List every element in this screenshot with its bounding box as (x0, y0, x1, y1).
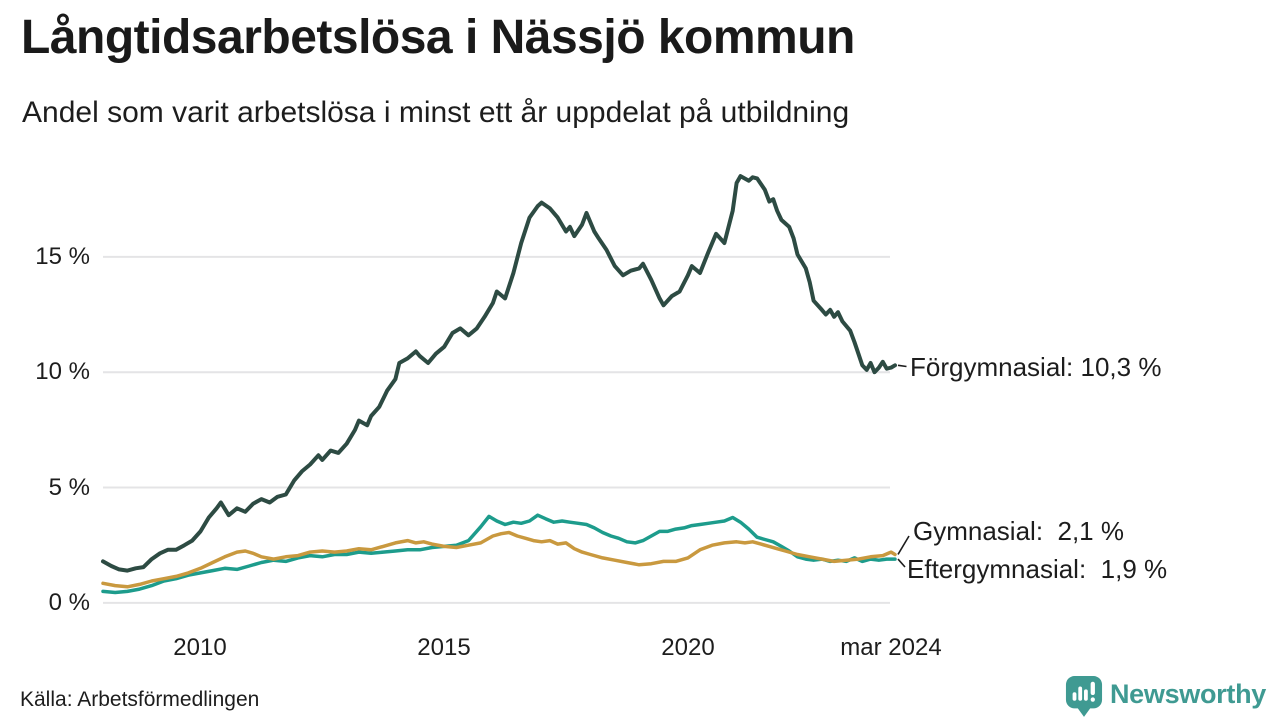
brand-logo: Newsworthy (1065, 674, 1266, 718)
x-axis-tick-2020: 2020 (661, 634, 715, 661)
brand-name: Newsworthy (1109, 678, 1266, 709)
newsworthy-logo-icon (1065, 676, 1103, 717)
x-axis-tick-mar-2024: mar 2024 (840, 634, 942, 661)
y-axis-tick-0: 0 % (48, 589, 90, 616)
series-label-gymnasial: Gymnasial: 2,1 % (913, 516, 1124, 546)
y-axis-tick-10: 10 % (35, 358, 90, 385)
x-axis-tick-2015: 2015 (417, 634, 471, 661)
x-axis-tick-2010: 2010 (173, 634, 227, 661)
series-line-gymnasial (101, 530, 897, 589)
y-axis-tick-15: 15 % (35, 243, 90, 270)
page-subtitle: Andel som varit arbetslösa i minst ett å… (22, 96, 850, 129)
page-title: Långtidsarbetslösa i Nässjö kommun (21, 11, 855, 64)
series-label-forgymnasial: Förgymnasial: 10,3 % (910, 352, 1162, 382)
source-attribution: Källa: Arbetsförmedlingen (20, 688, 260, 711)
series-label-eftergymnasial: Eftergymnasial: 1,9 % (907, 554, 1168, 584)
series-line-eftergymnasial (101, 513, 897, 595)
label-connector-eftergymnasial (897, 558, 906, 568)
label-connector-förgymnasial (897, 364, 907, 368)
series-line-förgymnasial (101, 174, 897, 573)
y-axis-tick-5: 5 % (48, 474, 90, 501)
label-connector-gymnasial (897, 535, 910, 555)
